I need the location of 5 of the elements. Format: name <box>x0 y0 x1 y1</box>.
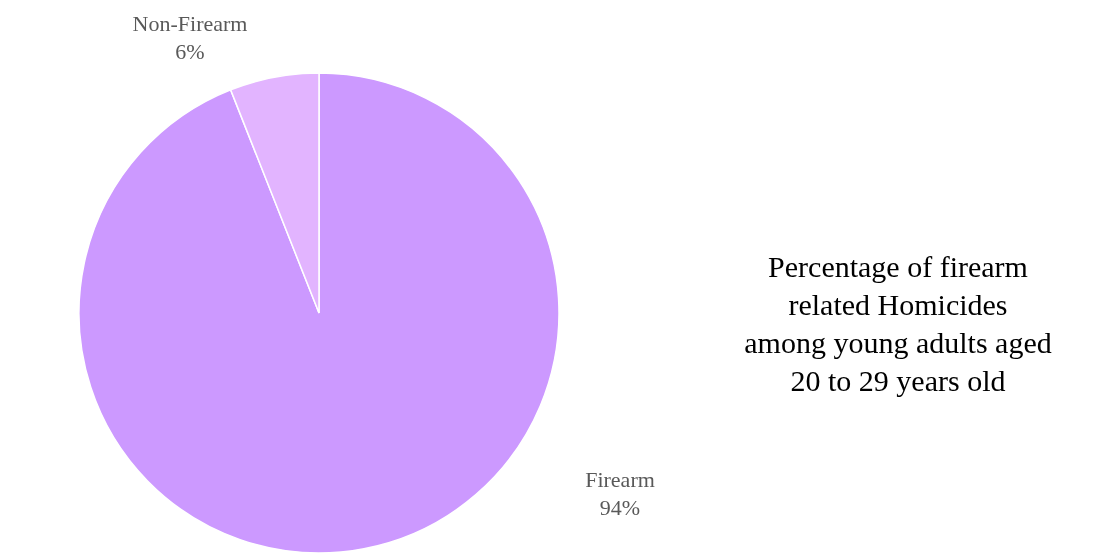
text: Percentage of firearm related Homicides among young adults aged 20 to 29 years old <box>744 250 1052 397</box>
data-label: 6% <box>175 39 205 64</box>
slice-label: Firearm <box>585 467 655 492</box>
data-label: 94% <box>599 495 641 520</box>
slice-label: Non-Firearm <box>132 11 248 36</box>
